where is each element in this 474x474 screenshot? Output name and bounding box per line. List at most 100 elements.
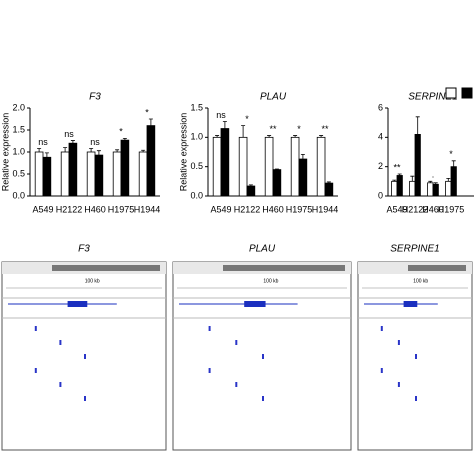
error-bar (446, 178, 451, 182)
y-axis-label: Relative expression (0, 113, 10, 192)
bar (238, 136, 248, 197)
x-tick-label: H2122 (234, 204, 261, 214)
error-bar (274, 168, 279, 170)
bar (316, 136, 326, 197)
bar (264, 136, 274, 197)
significance-label: * (245, 114, 249, 124)
panel-title: F3 (78, 244, 90, 255)
bar (450, 166, 457, 197)
gene-exon (403, 301, 418, 307)
significance-label: * (449, 149, 453, 159)
chart-title: PLAU (260, 92, 287, 103)
x-tick-label: H1975 (286, 204, 313, 214)
peak (208, 368, 211, 373)
significance-label: ns (64, 129, 74, 139)
ideogram (223, 265, 345, 271)
bar (120, 139, 130, 197)
error-bar (300, 153, 305, 160)
bar (298, 158, 308, 197)
error-bar (122, 137, 127, 141)
significance-label: ns (38, 137, 48, 147)
error-bar (433, 182, 438, 185)
error-bar (415, 116, 420, 135)
y-tick-label: 6 (378, 102, 383, 112)
peak (84, 354, 86, 359)
peak (59, 382, 62, 387)
peak (235, 382, 238, 387)
error-bar (293, 135, 298, 138)
error-bar (326, 181, 331, 184)
bar (396, 175, 403, 197)
peak (34, 368, 37, 373)
bar (427, 182, 434, 197)
chart-title: SERPINE1 (408, 92, 457, 103)
error-bar (89, 148, 94, 152)
bar (445, 180, 452, 197)
y-axis-label: Relative expression (178, 113, 188, 192)
significance-label: * (145, 107, 149, 117)
bar (112, 151, 122, 197)
ideogram (52, 265, 160, 271)
significance-label: * (297, 124, 301, 134)
x-tick-label: H460 (84, 204, 106, 214)
error-bar (241, 125, 246, 138)
bar (212, 136, 222, 197)
bar (220, 128, 230, 197)
significance-label: . (432, 170, 435, 180)
y-tick-label: 1.0 (190, 132, 203, 142)
error-bar (451, 160, 456, 167)
x-tick-label: H1944 (312, 204, 339, 214)
error-bar (222, 121, 227, 129)
error-bar (70, 140, 75, 144)
error-bar (392, 179, 397, 182)
error-bar (115, 149, 120, 152)
peak (84, 396, 86, 401)
legend-swatch (461, 87, 473, 99)
peak (415, 354, 417, 359)
scale-label: 100 kb (263, 278, 278, 284)
x-tick-label: H1944 (134, 204, 161, 214)
peak (262, 396, 264, 401)
x-tick-label: H2122 (56, 204, 83, 214)
y-tick-label: 1.5 (12, 124, 25, 134)
significance-label: ** (393, 162, 401, 172)
peak (235, 340, 238, 345)
y-tick-label: 2 (378, 161, 383, 171)
peak (59, 340, 62, 345)
bar (60, 151, 70, 197)
gene-exon (67, 301, 88, 307)
y-tick-label: 0.0 (190, 190, 203, 200)
peak (397, 382, 400, 387)
error-bar (96, 150, 101, 156)
peak (380, 326, 383, 331)
bar (42, 156, 52, 197)
significance-label: ** (269, 124, 277, 134)
significance-label: * (119, 127, 123, 137)
peak (415, 396, 417, 401)
gene-exon (244, 301, 266, 307)
panel-title: SERPINE1 (390, 244, 439, 255)
y-tick-label: 0 (378, 190, 383, 200)
error-bar (44, 152, 49, 158)
x-tick-label: A549 (210, 204, 231, 214)
error-bar (141, 149, 146, 152)
bar (138, 151, 148, 197)
y-tick-label: 0.5 (12, 168, 25, 178)
peak (34, 326, 37, 331)
x-tick-label: H1975 (108, 204, 135, 214)
legend-swatch (445, 87, 457, 99)
bar (432, 183, 439, 197)
significance-label: ns (216, 110, 226, 120)
error-bar (63, 147, 68, 152)
error-bar (248, 184, 253, 187)
error-bar (428, 180, 433, 183)
peak (380, 368, 383, 373)
error-bar (319, 135, 324, 138)
y-tick-label: 0.0 (12, 190, 25, 200)
chart-title: F3 (89, 92, 101, 103)
peak (208, 326, 211, 331)
bar (246, 185, 256, 197)
ideogram (408, 265, 466, 271)
error-bar (267, 135, 272, 138)
